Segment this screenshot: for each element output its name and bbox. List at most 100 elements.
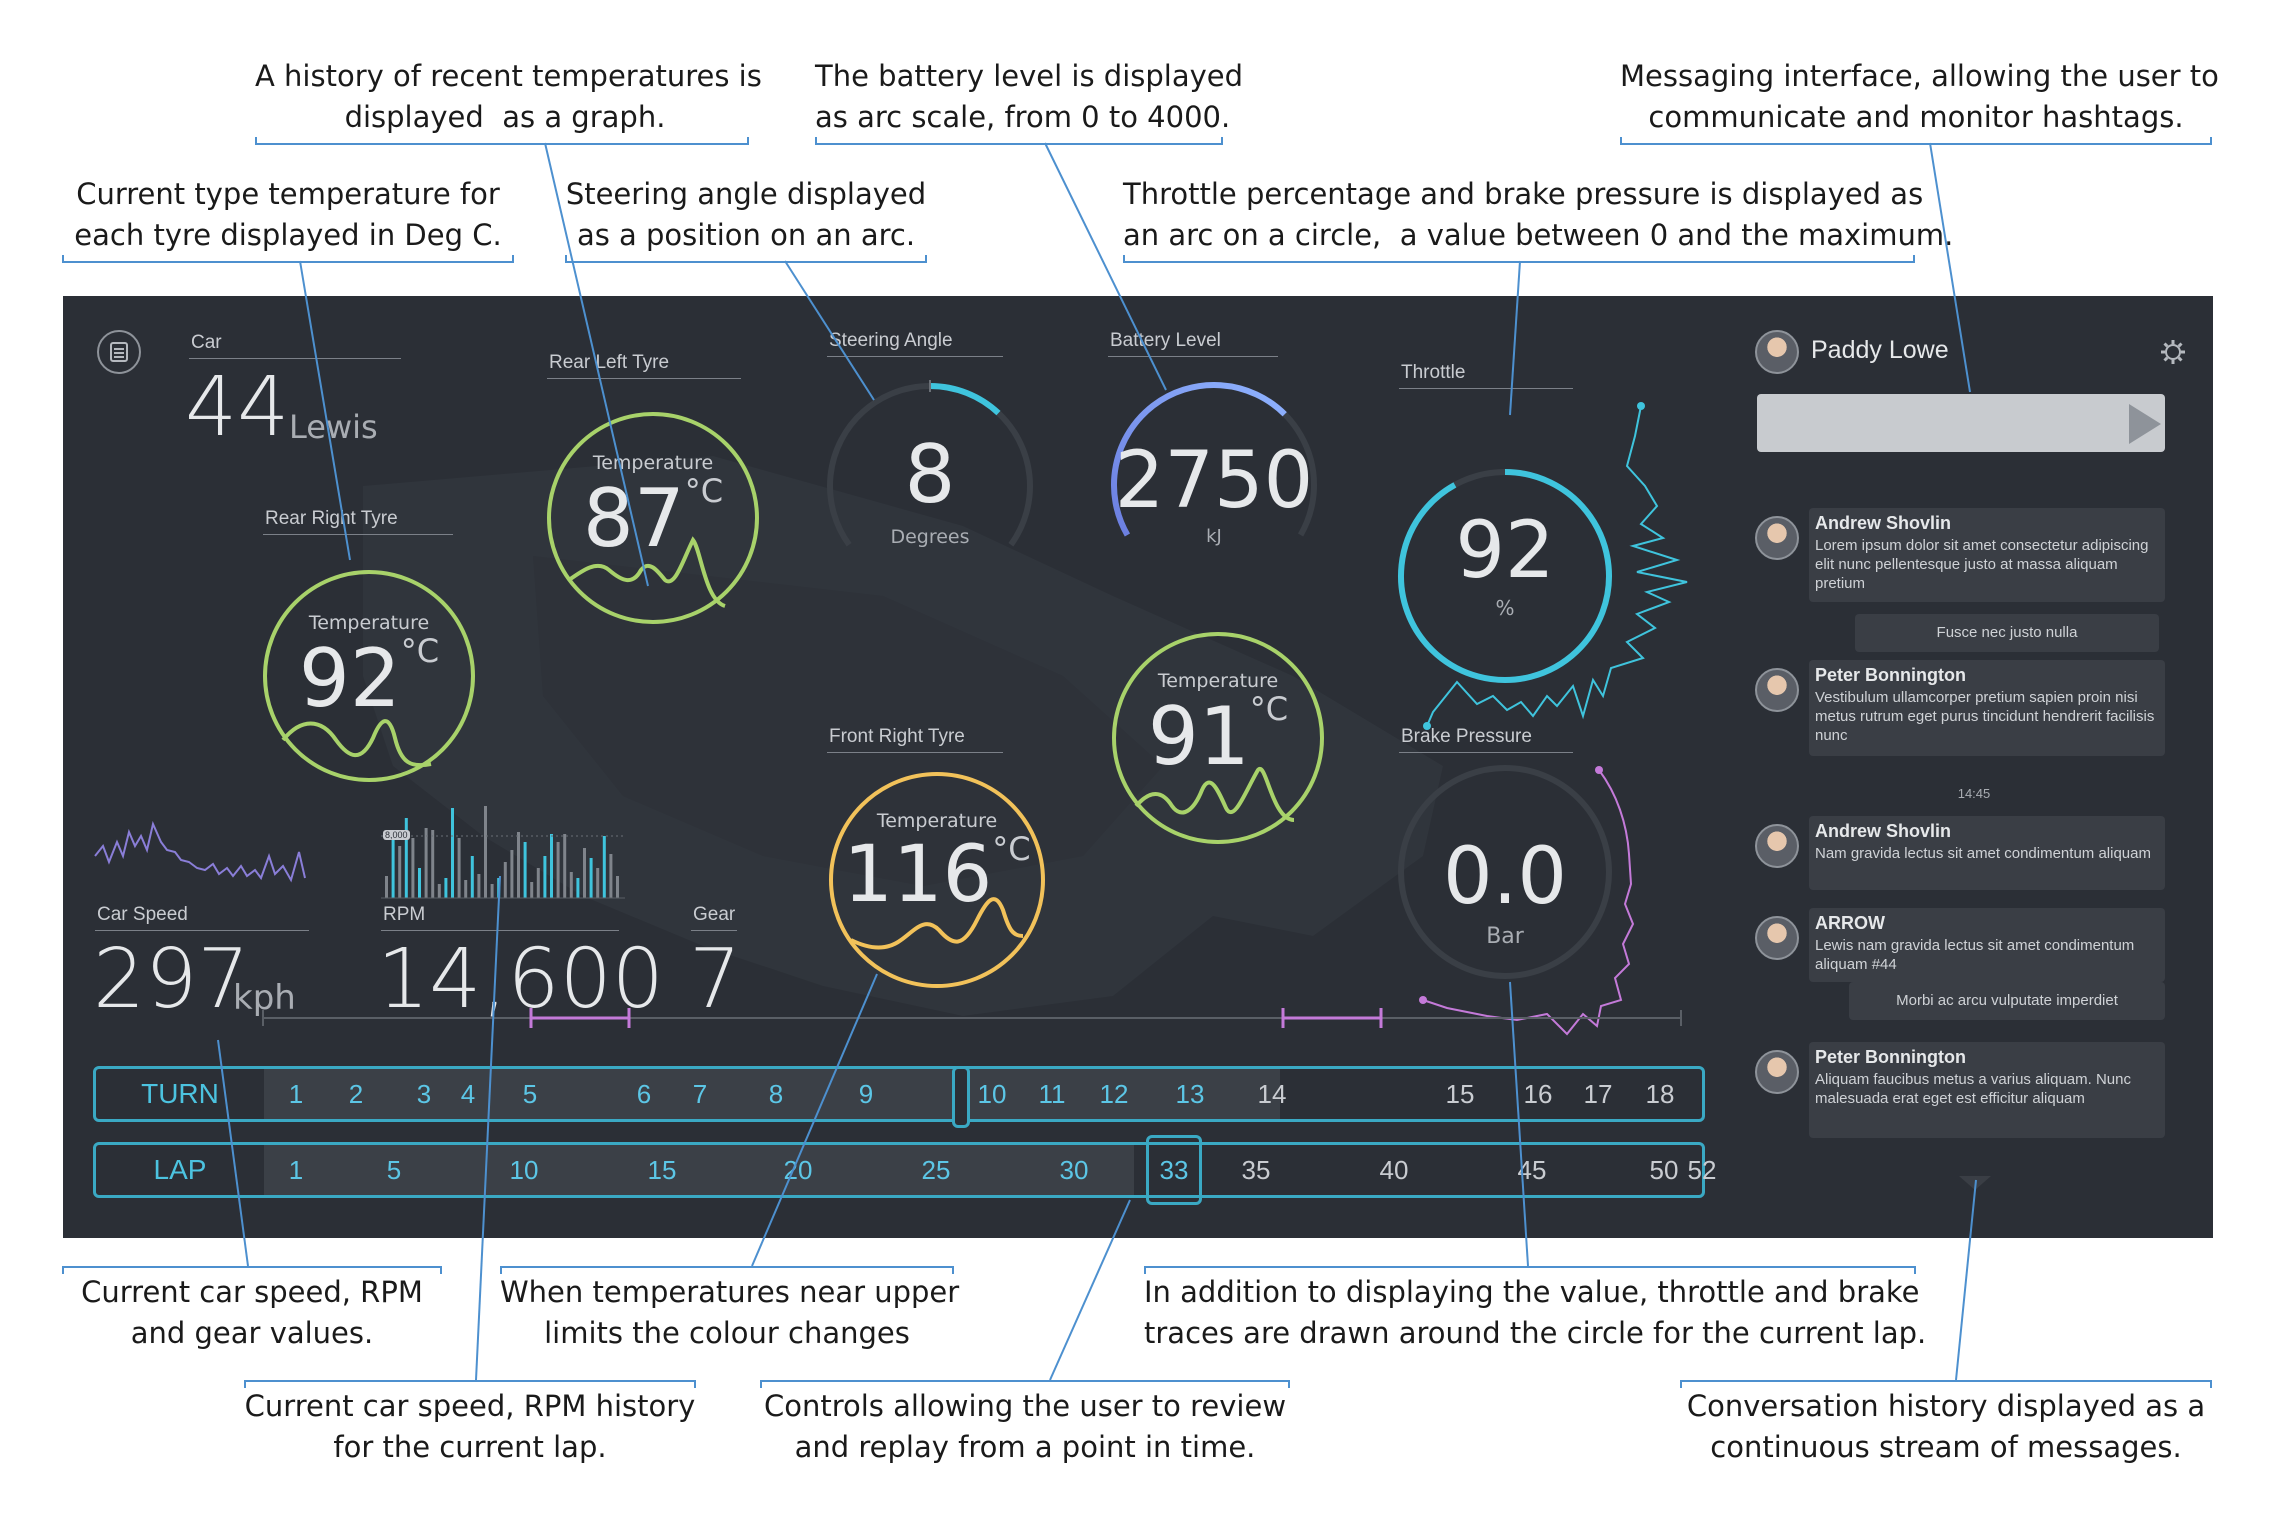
rpm-bar bbox=[431, 830, 435, 898]
timeline-tick[interactable]: 8 bbox=[768, 1078, 784, 1109]
rpm-bar bbox=[523, 842, 527, 898]
timeline-tick[interactable]: 10 bbox=[509, 1154, 539, 1185]
scroll-down-icon[interactable] bbox=[1959, 1176, 1991, 1190]
chat-message[interactable]: Peter Bonnington Aliquam faucibus metus a… bbox=[1809, 1042, 2165, 1138]
rpm-bar bbox=[484, 806, 487, 898]
brake-pressure-gauge: 0.0 Bar bbox=[1397, 764, 1657, 1054]
sender-avatar bbox=[1755, 1050, 1799, 1094]
chat-message[interactable]: Peter Bonnington Vestibulum ullamcorper p… bbox=[1809, 660, 2165, 756]
steering-value: 8 bbox=[904, 428, 956, 521]
gear-icon[interactable] bbox=[2157, 336, 2189, 368]
chat-message[interactable]: Andrew Shovlin Nam gravida lectus sit ame… bbox=[1809, 816, 2165, 890]
telemetry-dashboard: Car 44 Lewis Rear Right Tyre Temperature… bbox=[63, 296, 2213, 1238]
timeline-tick[interactable]: 35 bbox=[1241, 1154, 1271, 1185]
annotation-rule bbox=[815, 137, 1223, 145]
battery-value: 2750 bbox=[1114, 436, 1314, 526]
trace-start-dot bbox=[1637, 402, 1645, 410]
rpm-bar bbox=[517, 832, 520, 898]
menu-icon[interactable] bbox=[97, 330, 141, 374]
timeline-tick[interactable]: 30 bbox=[1059, 1154, 1089, 1185]
temperature-trace bbox=[281, 719, 432, 768]
timeline-tick[interactable]: 12 bbox=[1099, 1078, 1129, 1109]
send-icon[interactable] bbox=[2129, 404, 2161, 444]
annotation-messaging: Messaging interface, allowing the user t… bbox=[1620, 59, 2219, 134]
timeline-tick[interactable]: 2 bbox=[348, 1078, 364, 1109]
timeline-tick[interactable]: 25 bbox=[921, 1154, 951, 1185]
lap-progress bbox=[264, 1145, 1134, 1195]
timeline-tick[interactable]: 15 bbox=[647, 1154, 677, 1185]
divider bbox=[1399, 752, 1573, 753]
steering-angle-label: Steering Angle bbox=[829, 330, 953, 351]
timeline-tick[interactable]: 33 bbox=[1159, 1154, 1189, 1185]
message-text: Lewis nam gravida lectus sit amet condim… bbox=[1815, 937, 2135, 973]
annotation-traces: In addition to displaying the value, thr… bbox=[1144, 1275, 1927, 1350]
timeline-tick[interactable]: 52 bbox=[1687, 1154, 1717, 1185]
throttle-label: Throttle bbox=[1401, 362, 1466, 383]
annotation-rule bbox=[565, 255, 927, 263]
front-right-tyre-gauge: Temperature 116°C bbox=[827, 770, 1047, 990]
throttle-fill bbox=[1398, 469, 1612, 683]
unit: °C bbox=[684, 472, 724, 510]
annotation-rule bbox=[244, 1380, 696, 1388]
timeline-tick[interactable]: 4 bbox=[460, 1078, 476, 1109]
timeline-tick[interactable]: 6 bbox=[636, 1078, 652, 1109]
chat-reply[interactable]: Morbi ac arcu vulputate imperdiet bbox=[1849, 982, 2165, 1020]
rpm-bar bbox=[576, 878, 580, 898]
timeline-tick[interactable]: 9 bbox=[858, 1078, 874, 1109]
rpm-bar bbox=[444, 878, 448, 898]
timeline-tick[interactable]: 11 bbox=[1038, 1078, 1066, 1109]
timeline-tick[interactable]: 50 bbox=[1649, 1154, 1679, 1185]
timeline-tick[interactable]: 16 bbox=[1523, 1078, 1553, 1109]
annotation-rule bbox=[760, 1380, 1290, 1388]
turn-timeline[interactable]: TURN 1 2 3 4 5 6 7 8 9 10 11 12 13 14 15 16 17 18 bbox=[93, 1066, 1705, 1128]
annotation-conversation: Conversation history displayed as a cont… bbox=[1686, 1389, 2206, 1464]
rpm-bar bbox=[470, 856, 474, 898]
timeline-tick[interactable]: 1 bbox=[288, 1078, 304, 1109]
brake-unit: Bar bbox=[1486, 924, 1524, 949]
timeline-tick[interactable]: 3 bbox=[416, 1078, 432, 1109]
rpm-bar bbox=[424, 828, 428, 898]
timeline-tick[interactable]: 13 bbox=[1175, 1078, 1205, 1109]
rpm-bar bbox=[503, 862, 507, 898]
brake-track bbox=[1398, 765, 1612, 979]
lap-current-marker[interactable] bbox=[1146, 1135, 1202, 1205]
gauge-sublabel: Temperature bbox=[1157, 670, 1279, 692]
timeline-tick[interactable]: 5 bbox=[522, 1078, 538, 1109]
timeline-tick[interactable]: 20 bbox=[783, 1154, 813, 1185]
tyre-temp-value: 92°C bbox=[298, 632, 440, 725]
message-sender: ARROW bbox=[1815, 913, 1885, 933]
message-text: Nam gravida lectus sit amet condimentum … bbox=[1815, 845, 2151, 862]
chat-reply[interactable]: Fusce nec justo nulla bbox=[1855, 614, 2159, 652]
timeline-tick[interactable]: 40 bbox=[1379, 1154, 1409, 1185]
timeline-tick[interactable]: 14 bbox=[1257, 1078, 1287, 1109]
timeline-tick[interactable]: 10 bbox=[977, 1078, 1007, 1109]
battery-level-label: Battery Level bbox=[1110, 330, 1221, 351]
lap-timeline[interactable]: LAP 1 5 10 15 20 25 30 33 35 40 45 50 52 bbox=[93, 1135, 1716, 1205]
timeline-tick[interactable]: 15 bbox=[1445, 1078, 1475, 1109]
chat-message[interactable]: Andrew Shovlin Lorem ipsum dolor sit amet… bbox=[1809, 508, 2165, 602]
timeline-tick[interactable]: 1 bbox=[288, 1154, 304, 1185]
front-left-tyre-gauge: Temperature 91°C bbox=[1110, 630, 1326, 846]
rpm-bar bbox=[602, 836, 606, 898]
throttle-trace bbox=[1426, 405, 1688, 727]
unit: °C bbox=[400, 632, 440, 670]
timeline-tick[interactable]: 5 bbox=[386, 1154, 402, 1185]
brake-trace bbox=[1422, 769, 1635, 1036]
timeline-tick[interactable]: 7 bbox=[692, 1078, 708, 1109]
turn-scrubber-handle[interactable] bbox=[952, 1066, 970, 1128]
rpm-marker-label: 8,000 bbox=[383, 830, 410, 840]
car-speed-unit: kph bbox=[233, 978, 296, 1018]
timeline-tick[interactable]: 45 bbox=[1517, 1154, 1547, 1185]
car-silhouette bbox=[363, 456, 1443, 1016]
user-name: Paddy Lowe bbox=[1811, 336, 1949, 364]
throttle-gauge: 92 % bbox=[1397, 396, 1781, 796]
message-input[interactable] bbox=[1757, 394, 2165, 452]
car-number: 44 bbox=[185, 360, 290, 455]
chat-timestamp: 14:45 bbox=[1957, 786, 1991, 801]
message-sender: Peter Bonnington bbox=[1815, 1047, 1966, 1067]
chat-message[interactable]: ARROW Lewis nam gravida lectus sit amet c… bbox=[1809, 908, 2165, 982]
timeline-tick[interactable]: 18 bbox=[1645, 1078, 1675, 1109]
timeline-tick[interactable]: 17 bbox=[1583, 1078, 1613, 1109]
message-text: Vestibulum ullamcorper pretium sapien pr… bbox=[1815, 689, 2155, 744]
divider bbox=[827, 752, 1003, 753]
